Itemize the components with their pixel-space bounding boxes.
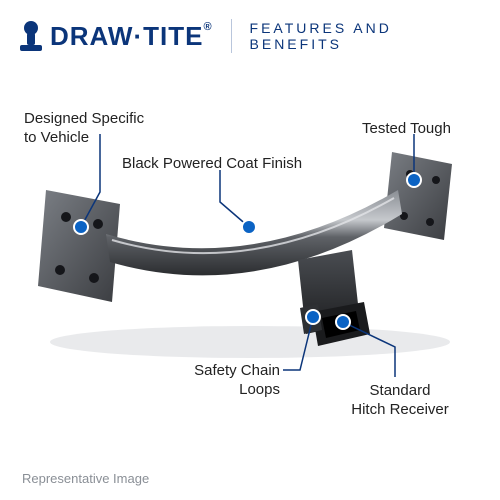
header: DRAW·TITE® FEATURES AND BENEFITS xyxy=(0,0,500,72)
callout-tested: Tested Tough xyxy=(362,120,451,139)
callout-designed: Designed Specificto Vehicle xyxy=(24,110,144,148)
callout-loops: Safety ChainLoops xyxy=(180,362,280,400)
header-divider xyxy=(231,19,232,53)
brand-logo: DRAW·TITE® xyxy=(20,21,213,52)
brand-text: DRAW·TITE® xyxy=(50,21,213,52)
callout-receiver: StandardHitch Receiver xyxy=(340,382,460,420)
footer-note: Representative Image xyxy=(22,471,149,486)
hitch-ball-icon xyxy=(20,21,42,51)
product-diagram: Designed Specificto Vehicle Tested Tough B… xyxy=(0,72,500,500)
tagline: FEATURES AND BENEFITS xyxy=(250,20,480,52)
callout-finish: Black Powered Coat Finish xyxy=(122,155,302,174)
